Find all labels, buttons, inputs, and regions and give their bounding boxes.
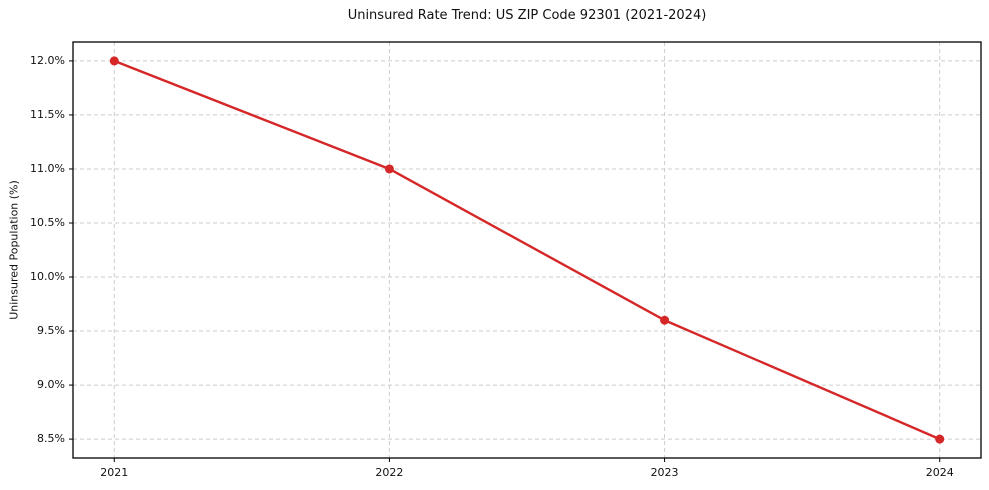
axes-spines [72,41,982,459]
y-tick-label: 12.0% [30,53,65,67]
y-tick-label: 8.5% [37,432,65,446]
y-tick-label: 9.0% [37,378,65,392]
x-tick-label: 2022 [375,466,404,479]
x-tick-label: 2024 [925,466,954,479]
data-point-marker [660,315,670,325]
trend-line [113,59,941,441]
y-tick-label: 9.5% [37,324,65,338]
data-point-marker [109,56,119,66]
data-point-marker [935,434,945,444]
x-tick-label: 2023 [650,466,679,479]
y-tick-label: 10.5% [30,215,65,229]
chart-title: Uninsured Rate Trend: US ZIP Code 92301 … [347,8,707,23]
y-tick-label: 11.5% [30,107,65,121]
data-point-marker [384,164,394,174]
y-tick-label: 11.0% [30,161,65,175]
y-tick-label: 10.0% [30,270,65,283]
x-tick-label: 2021 [100,466,129,479]
